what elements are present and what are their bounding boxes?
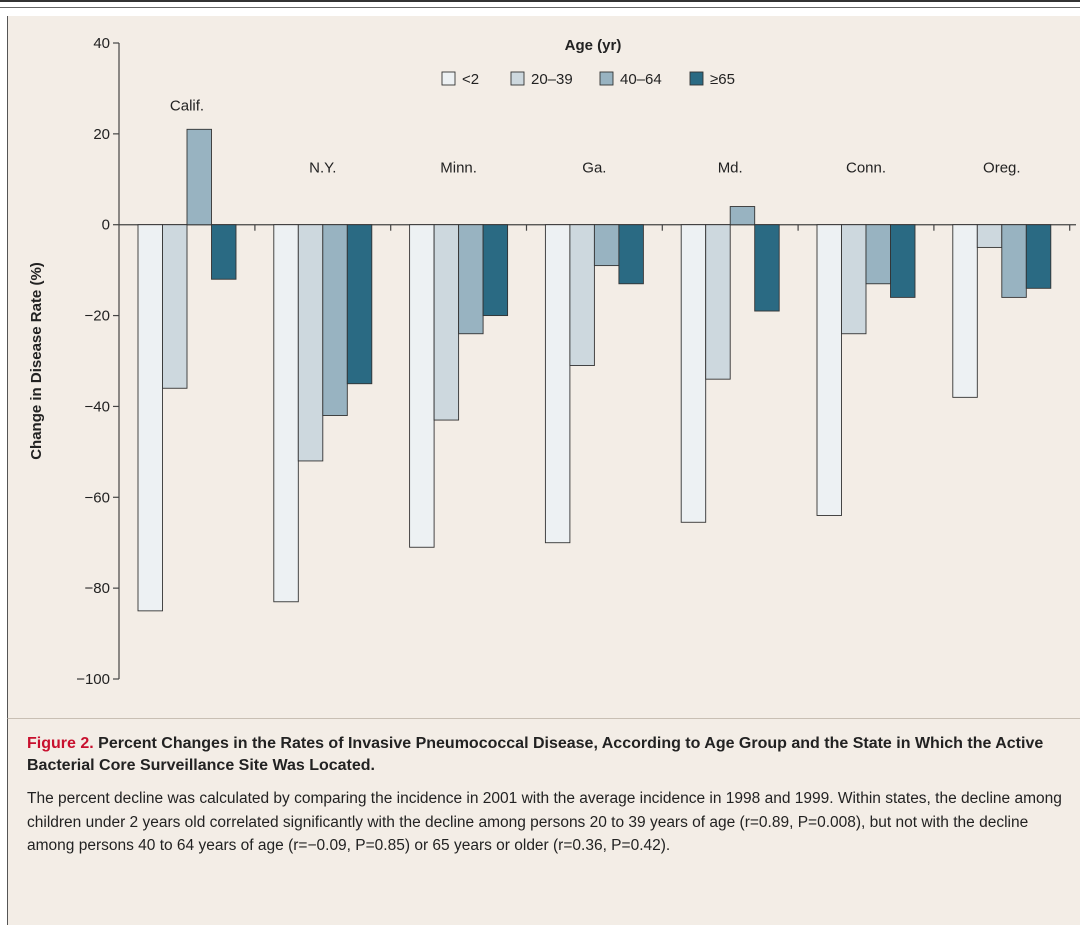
bar: [409, 224, 435, 548]
bar: [1025, 224, 1052, 289]
category-label: Calif.: [170, 97, 204, 114]
caption-title-text: Percent Changes in the Rates of Invasive…: [27, 735, 1044, 774]
y-tick-label: −40: [85, 398, 110, 415]
bar: [680, 224, 707, 523]
bar: [816, 224, 842, 516]
y-tick-label: −80: [85, 580, 110, 597]
legend-entry-label: ≥65: [710, 71, 735, 88]
bar: [729, 206, 756, 226]
bar: [890, 224, 916, 298]
bar: [754, 224, 780, 312]
top-rule-thin: [0, 7, 1080, 8]
y-tick-label: 40: [93, 35, 110, 52]
legend-swatch: [441, 71, 456, 86]
bar: [273, 224, 299, 603]
bar: [186, 128, 212, 226]
category-label: N.Y.: [309, 159, 336, 176]
legend-swatch: [510, 71, 525, 86]
bar: [952, 224, 978, 398]
y-tick-label: 20: [93, 126, 110, 143]
bar: [346, 224, 373, 385]
legend-swatch: [689, 71, 704, 86]
bar: [544, 224, 571, 544]
bar: [705, 224, 731, 380]
bar: [618, 224, 644, 285]
figure-caption: Figure 2. Percent Changes in the Rates o…: [7, 718, 1080, 925]
legend-swatch: [599, 71, 614, 86]
bar: [433, 224, 460, 421]
bar: [322, 224, 348, 416]
bar: [211, 224, 237, 280]
bar: [162, 224, 188, 389]
legend-entry-label: 40–64: [620, 71, 662, 88]
category-label: Ga.: [582, 159, 606, 176]
bar: [1001, 224, 1027, 298]
plot-panel: 40 20 0 −20 −40 −60 −80 −100 Change in Disease R…: [7, 16, 1080, 718]
bar: [593, 224, 620, 267]
bar: [482, 224, 509, 317]
bar: [976, 224, 1003, 248]
category-label: Minn.: [440, 159, 477, 176]
bar: [865, 224, 891, 285]
bar: [841, 224, 867, 335]
category-label: Conn.: [846, 159, 886, 176]
caption-figure-label: Figure 2.: [27, 735, 94, 752]
caption-body: The percent decline was calculated by co…: [27, 790, 1062, 854]
y-tick-label: −60: [85, 489, 110, 506]
legend-entry-label: 20–39: [531, 71, 573, 88]
y-axis-label: Change in Disease Rate (%): [28, 262, 45, 460]
bar: [137, 224, 163, 612]
bar-chart: 40 20 0 −20 −40 −60 −80 −100 Change in Disease R…: [28, 35, 1076, 688]
category-label: Oreg.: [983, 159, 1021, 176]
caption-title: Figure 2. Percent Changes in the Rates o…: [27, 733, 1068, 777]
bar: [458, 224, 484, 335]
legend-title: Age (yr): [565, 37, 622, 54]
category-label: Md.: [718, 159, 743, 176]
top-rule: [0, 0, 1080, 2]
y-tick-label: −20: [85, 308, 110, 325]
y-tick-label: −100: [76, 671, 110, 688]
bar: [297, 224, 324, 462]
bar: [569, 224, 595, 366]
y-tick-label: 0: [102, 217, 110, 234]
legend-entry-label: <2: [462, 71, 479, 88]
